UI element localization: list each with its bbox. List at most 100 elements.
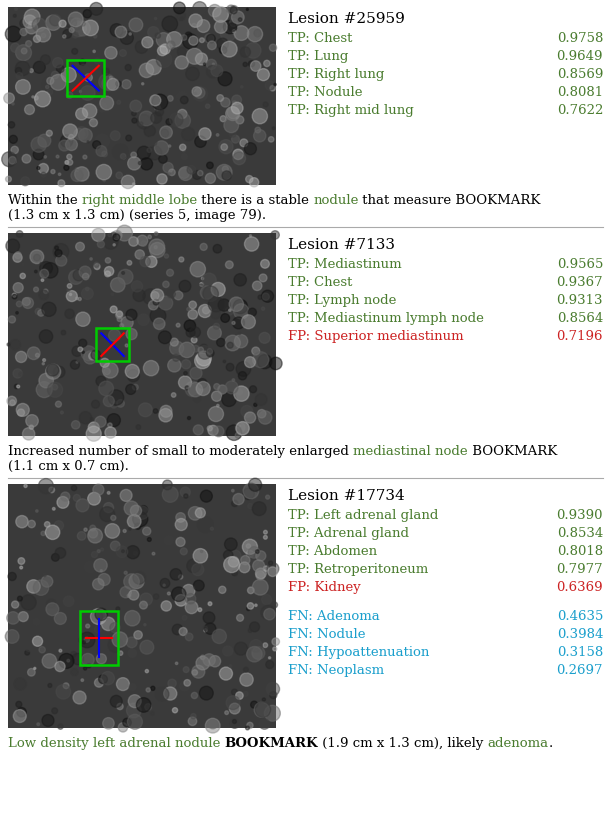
Circle shape — [160, 127, 172, 139]
Circle shape — [211, 310, 221, 320]
Circle shape — [98, 532, 103, 537]
Circle shape — [251, 701, 258, 709]
Circle shape — [95, 678, 103, 687]
Circle shape — [172, 624, 183, 635]
Circle shape — [135, 506, 148, 520]
Text: 0.2697: 0.2697 — [557, 663, 603, 676]
Circle shape — [51, 171, 55, 175]
Circle shape — [135, 41, 148, 55]
Text: (1.9 cm x 1.3 cm), likely: (1.9 cm x 1.3 cm), likely — [318, 736, 488, 749]
Circle shape — [170, 114, 183, 128]
Circle shape — [198, 346, 211, 359]
Circle shape — [241, 315, 255, 330]
Circle shape — [225, 711, 229, 715]
Circle shape — [176, 537, 185, 546]
Circle shape — [55, 548, 66, 559]
Circle shape — [192, 666, 205, 678]
Circle shape — [105, 427, 116, 439]
Circle shape — [232, 136, 240, 144]
Circle shape — [205, 35, 214, 44]
Circle shape — [175, 113, 191, 129]
Text: 0.8081: 0.8081 — [557, 86, 603, 99]
Text: 0.9313: 0.9313 — [557, 294, 603, 306]
Circle shape — [205, 623, 216, 634]
Circle shape — [76, 499, 89, 513]
Text: 0.8534: 0.8534 — [557, 527, 603, 539]
Circle shape — [23, 428, 35, 440]
Circle shape — [55, 662, 65, 672]
Circle shape — [153, 595, 159, 599]
Circle shape — [182, 616, 187, 620]
Circle shape — [153, 319, 165, 330]
Circle shape — [203, 612, 215, 623]
Circle shape — [230, 570, 238, 577]
Circle shape — [148, 27, 159, 39]
Circle shape — [191, 714, 196, 719]
Circle shape — [66, 93, 73, 99]
Circle shape — [65, 139, 78, 152]
Circle shape — [134, 552, 137, 556]
Circle shape — [116, 607, 120, 611]
Circle shape — [235, 335, 247, 349]
Circle shape — [152, 95, 168, 111]
Circle shape — [56, 685, 71, 699]
Circle shape — [176, 12, 186, 22]
Circle shape — [123, 719, 131, 727]
Circle shape — [157, 175, 167, 185]
Circle shape — [155, 105, 161, 112]
Circle shape — [249, 235, 252, 238]
Circle shape — [192, 25, 196, 29]
Circle shape — [200, 344, 208, 352]
Circle shape — [113, 234, 120, 242]
Circle shape — [129, 238, 138, 247]
Circle shape — [108, 234, 111, 238]
Circle shape — [39, 373, 54, 388]
Circle shape — [24, 10, 40, 26]
Circle shape — [104, 368, 110, 375]
Circle shape — [227, 343, 233, 349]
Circle shape — [215, 690, 222, 696]
Circle shape — [140, 594, 152, 606]
Circle shape — [142, 38, 153, 49]
Circle shape — [90, 526, 96, 532]
Circle shape — [186, 49, 202, 65]
Circle shape — [35, 92, 51, 108]
Circle shape — [12, 294, 16, 298]
Circle shape — [268, 567, 277, 577]
Circle shape — [47, 78, 54, 85]
Circle shape — [252, 348, 260, 355]
Circle shape — [65, 310, 75, 319]
Text: 0.9367: 0.9367 — [557, 276, 603, 289]
Circle shape — [34, 255, 40, 262]
Text: Lesion #7133: Lesion #7133 — [288, 238, 395, 252]
Circle shape — [213, 426, 224, 437]
Circle shape — [102, 69, 109, 76]
Circle shape — [40, 55, 50, 65]
Circle shape — [178, 377, 192, 390]
Circle shape — [197, 285, 204, 291]
Circle shape — [42, 303, 56, 317]
Circle shape — [262, 595, 272, 604]
Circle shape — [192, 346, 199, 353]
Text: TP: Abdomen: TP: Abdomen — [288, 544, 377, 557]
Circle shape — [82, 352, 84, 354]
Circle shape — [246, 9, 249, 12]
Circle shape — [17, 708, 26, 717]
Text: right middle lobe: right middle lobe — [82, 194, 197, 207]
Circle shape — [268, 657, 271, 659]
Circle shape — [46, 86, 49, 89]
Circle shape — [225, 538, 237, 551]
Circle shape — [185, 33, 192, 40]
Circle shape — [200, 551, 203, 553]
Circle shape — [53, 130, 56, 132]
Circle shape — [94, 264, 100, 270]
Circle shape — [115, 27, 127, 39]
Circle shape — [141, 159, 153, 171]
Circle shape — [33, 619, 40, 625]
Circle shape — [23, 298, 34, 309]
Circle shape — [236, 421, 241, 426]
Circle shape — [20, 29, 27, 36]
Circle shape — [207, 36, 215, 44]
Circle shape — [131, 282, 142, 292]
Circle shape — [27, 348, 40, 360]
